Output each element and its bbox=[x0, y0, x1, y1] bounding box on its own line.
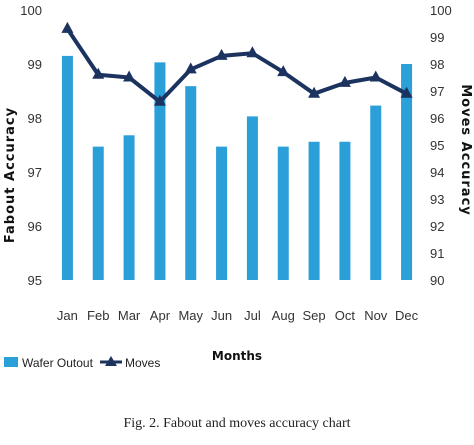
right-tick-label: 90 bbox=[430, 273, 444, 288]
left-tick-label: 99 bbox=[28, 57, 42, 72]
legend: Wafer Outout Moves bbox=[4, 356, 160, 370]
bar-sep bbox=[308, 141, 320, 280]
legend-line-label: Moves bbox=[125, 356, 160, 370]
bar-dec bbox=[401, 64, 413, 280]
moves-point-nov bbox=[369, 70, 382, 82]
moves-point-jun bbox=[215, 48, 228, 60]
bar-mar bbox=[123, 135, 135, 280]
figure-caption: Fig. 2. Fabout and moves accuracy chart bbox=[123, 416, 351, 431]
moves-point-mar bbox=[123, 70, 136, 82]
x-axis-ticks: Jan Feb Mar Apr May Jun Jul Aug Sep Oct Nov Dec bbox=[57, 308, 419, 323]
bar-jan bbox=[61, 55, 73, 281]
right-tick-label: 96 bbox=[430, 111, 444, 126]
right-axis-label: Moves Accuracy bbox=[458, 84, 473, 216]
moves-point-apr bbox=[153, 94, 166, 106]
moves-point-aug bbox=[277, 65, 290, 77]
x-tick-label: Mar bbox=[118, 308, 141, 323]
bar-oct bbox=[339, 141, 351, 280]
moves-point-dec bbox=[400, 86, 413, 98]
right-axis-ticks: 90 91 92 93 94 95 96 97 98 99 100 bbox=[430, 3, 452, 288]
left-tick-label: 98 bbox=[28, 111, 42, 126]
right-tick-label: 100 bbox=[430, 3, 452, 18]
bar-aug bbox=[277, 146, 289, 280]
x-tick-label: Aug bbox=[272, 308, 295, 323]
x-tick-label: Apr bbox=[150, 308, 171, 323]
moves-line bbox=[65, 27, 408, 104]
left-tick-label: 97 bbox=[28, 165, 42, 180]
left-tick-label: 95 bbox=[28, 273, 42, 288]
bar-may bbox=[185, 86, 197, 280]
bar-feb bbox=[92, 146, 104, 280]
x-tick-label: May bbox=[178, 308, 203, 323]
moves-point-feb bbox=[92, 67, 105, 79]
moves-point-may bbox=[184, 62, 197, 74]
x-tick-label: Sep bbox=[303, 308, 326, 323]
bar-jul bbox=[246, 116, 258, 280]
right-tick-label: 99 bbox=[430, 30, 444, 45]
moves-point-jul bbox=[246, 46, 259, 58]
x-axis-label: Months bbox=[212, 349, 262, 363]
right-tick-label: 91 bbox=[430, 246, 444, 261]
x-tick-label: Nov bbox=[364, 308, 388, 323]
right-tick-label: 98 bbox=[430, 57, 444, 72]
legend-bar-label: Wafer Outout bbox=[22, 356, 94, 370]
legend-bar-swatch bbox=[4, 357, 18, 367]
bar-nov bbox=[370, 105, 382, 280]
moves-point-jan bbox=[61, 21, 74, 33]
right-tick-label: 97 bbox=[430, 84, 444, 99]
right-tick-label: 93 bbox=[430, 192, 444, 207]
right-tick-label: 94 bbox=[430, 165, 444, 180]
x-tick-label: Feb bbox=[87, 308, 109, 323]
left-tick-label: 96 bbox=[28, 219, 42, 234]
bar-series bbox=[61, 55, 413, 281]
right-tick-label: 92 bbox=[430, 219, 444, 234]
bar-apr bbox=[154, 62, 166, 280]
line-series bbox=[61, 21, 413, 106]
right-tick-label: 95 bbox=[430, 138, 444, 153]
legend-line-marker bbox=[105, 356, 117, 366]
left-axis-label: Fabout Accuracy bbox=[3, 107, 18, 243]
left-tick-label: 100 bbox=[20, 3, 42, 18]
x-tick-label: Oct bbox=[335, 308, 356, 323]
left-axis-ticks: 95 96 97 98 99 100 bbox=[20, 3, 42, 288]
moves-point-sep bbox=[308, 86, 321, 98]
x-tick-label: Jul bbox=[244, 308, 261, 323]
x-tick-label: Jan bbox=[57, 308, 78, 323]
x-tick-label: Jun bbox=[211, 308, 232, 323]
x-tick-label: Dec bbox=[395, 308, 419, 323]
moves-point-oct bbox=[338, 75, 351, 87]
bar-jun bbox=[216, 146, 228, 280]
combo-chart: 95 96 97 98 99 100 90 91 92 93 94 95 96 97 98 99 100 Ja… bbox=[3, 3, 473, 370]
